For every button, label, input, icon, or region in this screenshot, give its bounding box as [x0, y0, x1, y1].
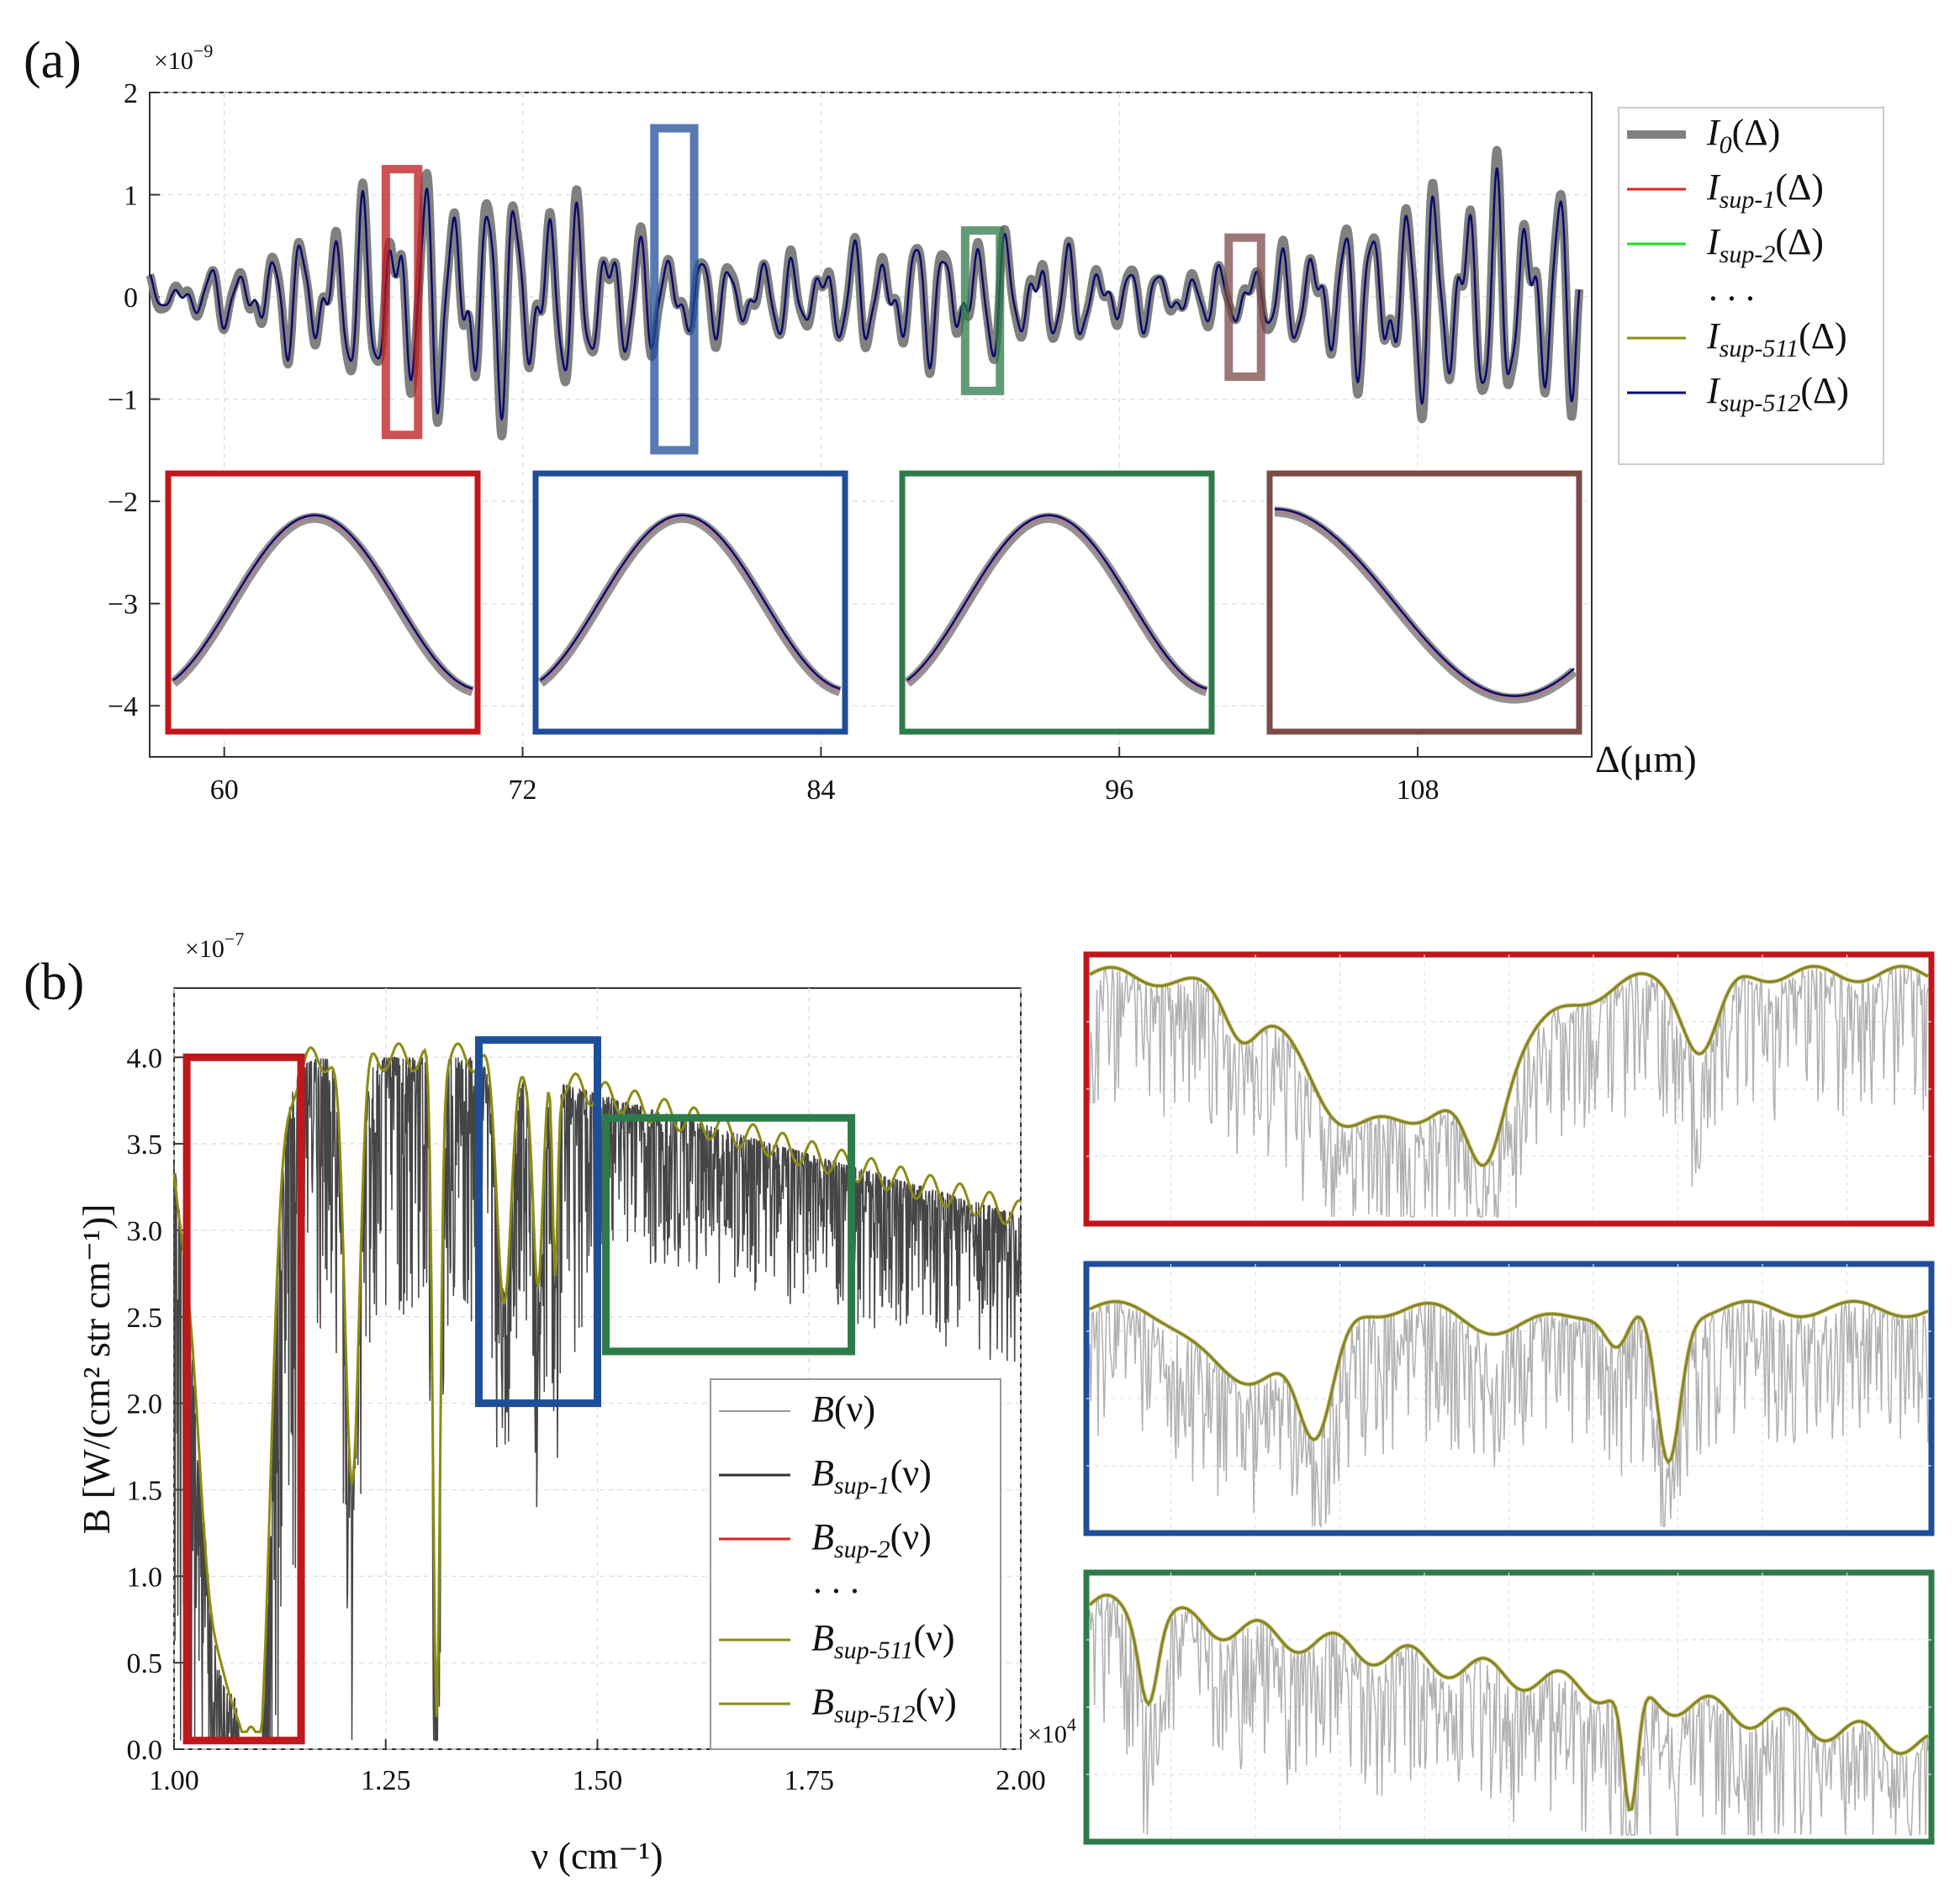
- x-tick-label: 2.00: [996, 1765, 1046, 1796]
- panel-b-zoom-regions: [182, 1036, 856, 1745]
- inset-red: [165, 470, 481, 735]
- panel-a-label: (a): [24, 32, 82, 89]
- x-tick-label: 108: [1397, 775, 1440, 806]
- y-tick-label: 2.0: [127, 1389, 163, 1420]
- panel-b-x-exponent: ×104: [1028, 1714, 1076, 1748]
- y-tick-label: 4.0: [127, 1043, 163, 1074]
- inset-navy-line: [1275, 508, 1575, 697]
- panel-a: (a) ×10−9 60 72 84 96 108 2 1 0 −1 −2 −3 −4 Δ(μm) I…: [24, 32, 1884, 806]
- y-tick-label: 0.5: [127, 1648, 163, 1679]
- inset-navy-line: [172, 514, 473, 690]
- panel-b-ticks: 1.00 1.25 1.50 1.75 2.00 0.0 0.5 1.0 1.5 2.0 2.5 3.…: [127, 1043, 1046, 1796]
- zoom-region-blue: [475, 1036, 602, 1408]
- y-tick-label: 3.5: [127, 1129, 163, 1161]
- y-tick-label: 1.5: [127, 1475, 163, 1506]
- panel-b-legend: B(ν) Bsup-1(ν) Bsup-2(ν). . . Bsup-511(ν) Bs…: [710, 1378, 1001, 1750]
- y-tick-label: 2: [124, 78, 138, 109]
- panel-b-insets: [1083, 951, 1935, 1845]
- y-tick-label: 0: [124, 283, 138, 314]
- y-tick-label: −4: [108, 691, 138, 722]
- y-tick-label: −2: [108, 487, 138, 518]
- inset-noisy-line: [1089, 1299, 1929, 1529]
- zoom-region-green: [960, 226, 1005, 395]
- legend-entry-5: Isup-512(Δ): [1706, 370, 1849, 417]
- zoom-region-green: [602, 1113, 856, 1356]
- inset-frame-blue: [532, 470, 848, 735]
- inset-olive-line: [1089, 1300, 1929, 1465]
- x-tick-label: 1.25: [361, 1765, 411, 1796]
- panel-a-x-axis-label: Δ(μm): [1595, 738, 1697, 780]
- inset-olive-line: [1089, 965, 1929, 1167]
- legend-entry-1: Isup-1(Δ): [1706, 167, 1824, 214]
- inset-blue: [1083, 1261, 1935, 1536]
- panel-a-insets: [165, 470, 1582, 735]
- inset-navy-line: [906, 514, 1207, 690]
- inset-red-band: [539, 516, 841, 693]
- panel-b-y-axis-label: B [W/(cm² str cm⁻¹)]: [75, 1204, 118, 1535]
- inset-frame-brown: [1266, 470, 1582, 735]
- y-tick-label: 0.0: [127, 1735, 163, 1766]
- inset-red-band: [906, 516, 1207, 693]
- panel-b-label: (b): [24, 954, 84, 1011]
- panel-a-legend-box: [1618, 107, 1884, 465]
- x-tick-label: 1.50: [573, 1765, 623, 1796]
- legend-entry-4: Bsup-511(ν): [811, 1617, 955, 1664]
- zoom-region-brown: [1224, 233, 1265, 381]
- inset-frame-green: [899, 470, 1215, 735]
- inset-brown: [1266, 470, 1582, 735]
- zoom-region-red: [182, 1053, 305, 1745]
- inset-red: [1083, 951, 1935, 1227]
- x-tick-label: 96: [1105, 775, 1133, 806]
- panel-b-legend-box: [710, 1378, 1001, 1750]
- panel-b-exponent: ×10−7: [185, 928, 244, 963]
- zoom-region-blue: [650, 124, 699, 455]
- x-tick-label: 72: [509, 775, 537, 806]
- legend-entry-2: Isup-2(Δ): [1706, 221, 1824, 268]
- inset-olive-line: [1088, 1594, 1929, 1811]
- panel-b-x-axis-label: ν (cm⁻¹): [531, 1834, 663, 1877]
- inset-green: [1083, 1569, 1935, 1845]
- panel-a-ticks: 60 72 84 96 108 2 1 0 −1 −2 −3 −4: [108, 78, 1440, 806]
- panel-a-plot-frame: [149, 92, 1593, 758]
- legend-entry-4: Isup-511(Δ): [1706, 315, 1847, 362]
- legend-entry-1: Bsup-1(ν): [811, 1452, 932, 1499]
- legend-entry-0: I0(Δ): [1706, 112, 1780, 159]
- y-tick-label: 2.5: [127, 1303, 163, 1334]
- inset-navy-line: [540, 514, 841, 690]
- y-tick-label: 3.0: [127, 1216, 163, 1247]
- panel-b: (b) ×10−7 1.00 1.25 1.50 1.75 2.000.00.51.01…: [24, 928, 1935, 1877]
- panel-a-legend: I0(Δ) Isup-1(Δ) Isup-2(Δ). . . Isup-511(Δ) I…: [1618, 107, 1884, 465]
- inset-noisy-line: [1089, 1595, 1929, 1836]
- panel-a-exponent: ×10−9: [154, 40, 213, 75]
- zoom-region-red: [381, 165, 423, 440]
- panel-a-zoom-regions: [381, 124, 1265, 455]
- x-tick-label: 1.75: [785, 1765, 835, 1796]
- inset-noisy-line: [1089, 966, 1929, 1218]
- legend-entry-2: Bsup-2(ν): [811, 1516, 932, 1563]
- legend-entry-3: . . .: [814, 1560, 860, 1601]
- legend-entry-5: Bsup-512(ν): [811, 1681, 957, 1728]
- x-tick-label: 1.00: [149, 1765, 199, 1796]
- panel-a-series: [145, 145, 1584, 441]
- inset-frame-red: [165, 470, 481, 735]
- legend-entry-0: B(ν): [811, 1388, 875, 1430]
- x-tick-label: 60: [210, 775, 239, 806]
- x-tick-label: 84: [806, 775, 835, 806]
- y-tick-label: −1: [108, 385, 138, 416]
- inset-green: [899, 470, 1215, 735]
- inset-red-band: [172, 516, 473, 693]
- y-tick-label: 1: [124, 181, 138, 212]
- y-tick-label: 1.0: [127, 1562, 163, 1593]
- y-tick-label: −3: [108, 590, 138, 621]
- inset-red-band: [1275, 510, 1576, 701]
- inset-blue: [532, 470, 848, 735]
- legend-entry-3: . . .: [1709, 267, 1756, 309]
